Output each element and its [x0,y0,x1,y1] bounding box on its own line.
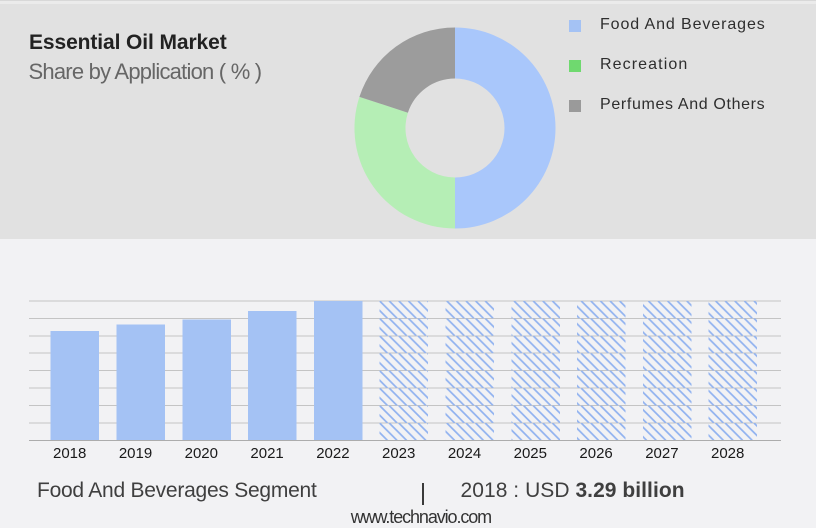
svg-text:2023: 2023 [382,445,415,462]
svg-text:2021: 2021 [250,445,283,462]
svg-text:2025: 2025 [514,445,547,462]
svg-text:2027: 2027 [645,445,678,462]
svg-text:2028: 2028 [711,445,744,462]
svg-text:2020: 2020 [185,445,218,462]
svg-text:2022: 2022 [316,445,349,462]
svg-text:2026: 2026 [579,445,612,462]
svg-text:2019: 2019 [119,445,152,462]
svg-text:2024: 2024 [448,445,481,462]
svg-text:2018: 2018 [53,445,86,462]
